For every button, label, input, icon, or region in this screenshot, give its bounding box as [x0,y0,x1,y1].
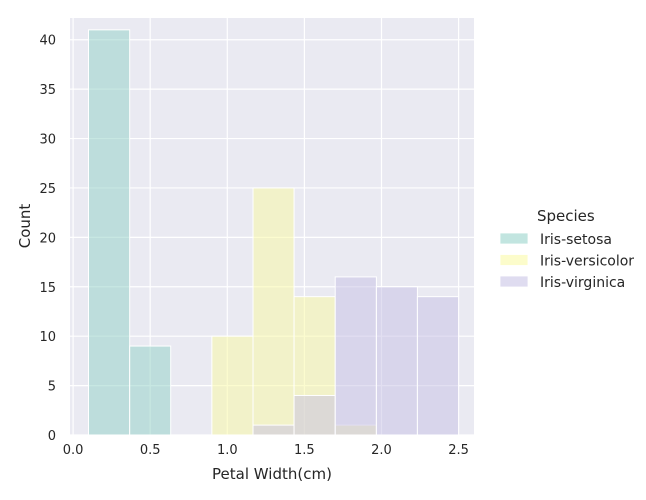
legend-swatch-iris-versicolor [499,254,529,266]
x-tick-label: 1.5 [294,443,315,458]
bar-iris-virginica [334,276,377,436]
bar-iris-versicolor [252,187,295,436]
legend-label-iris-virginica: Iris-virginica [540,275,625,291]
legend: Species Iris-setosa Iris-versicolor Iris-v… [499,207,634,291]
x-axis-label: Petal Width(cm) [212,465,332,483]
x-tick-label: 2.5 [448,443,469,458]
y-tick-label: 40 [39,34,56,49]
y-tick-label: 35 [39,83,56,98]
bar-iris-setosa [88,29,131,436]
bar-iris-setosa [129,345,172,436]
y-axis-label: Count [16,204,34,249]
y-tick-label: 0 [48,429,56,444]
x-tick-labels: 0.0 0.5 1.0 1.5 2.0 2.5 [63,443,469,458]
y-tick-labels: 0 5 10 15 20 25 30 35 40 [39,34,56,444]
y-tick-label: 25 [39,182,56,197]
bar-iris-virginica [252,424,295,436]
legend-swatch-iris-virginica [499,275,529,288]
x-tick-label: 0.5 [140,443,161,458]
x-tick-label: 2.0 [371,443,392,458]
x-tick-label: 1.0 [217,443,238,458]
legend-swatch-iris-setosa [499,232,529,245]
bars [88,29,460,436]
bar-iris-versicolor [211,335,254,436]
y-tick-label: 30 [39,133,56,148]
x-tick-label: 0.0 [63,443,84,458]
y-tick-label: 15 [39,281,56,296]
y-tick-label: 10 [39,330,56,345]
y-tick-label: 5 [48,380,56,395]
legend-title: Species [537,207,595,225]
legend-label-iris-setosa: Iris-setosa [540,232,612,248]
bar-iris-virginica [416,296,460,436]
y-tick-label: 20 [39,231,56,246]
bar-iris-virginica [375,286,418,436]
bar-iris-virginica [293,394,336,436]
legend-label-iris-versicolor: Iris-versicolor [540,254,634,270]
